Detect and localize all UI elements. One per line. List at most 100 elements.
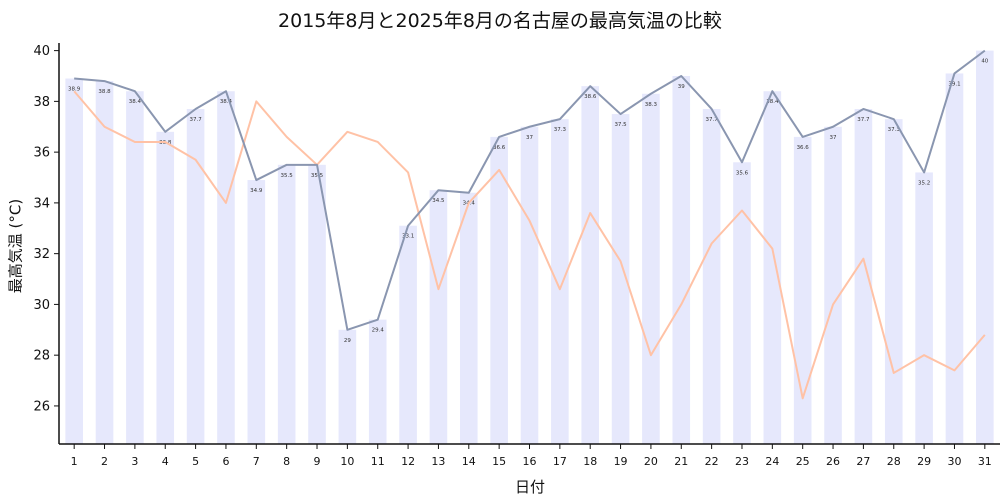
x-tick-label: 28: [887, 455, 901, 468]
bar-value-label: 38.9: [68, 87, 81, 93]
y-tick-label: 40: [33, 44, 50, 59]
x-tick-label: 4: [162, 455, 169, 468]
bar: [702, 108, 721, 445]
bar: [793, 136, 812, 444]
x-axis-label: 日付: [514, 478, 546, 496]
x-tick-label: 2: [101, 455, 108, 468]
bar-value-label: 35.5: [311, 173, 324, 179]
x-tick-label: 5: [192, 455, 199, 468]
bar: [459, 192, 478, 444]
x-tick-label: 20: [644, 455, 658, 468]
x-tick-label: 7: [253, 455, 260, 468]
x-tick-label: 13: [431, 455, 445, 468]
x-tick-label: 6: [222, 455, 229, 468]
x-tick-label: 14: [462, 455, 476, 468]
bar: [763, 91, 782, 444]
bar: [824, 126, 842, 444]
bar-value-label: 37.3: [888, 127, 901, 133]
y-tick-label: 30: [33, 298, 50, 313]
bar-value-label: 37.7: [857, 117, 870, 123]
bar-value-label: 35.2: [918, 180, 930, 186]
bar-value-label: 37.7: [189, 117, 202, 123]
x-tick-label: 8: [283, 455, 290, 468]
bar: [186, 108, 205, 445]
bar-value-label: 39.1: [948, 81, 960, 87]
bar: [156, 131, 175, 445]
x-tick-label: 10: [340, 455, 354, 468]
bar-value-label: 38.6: [584, 94, 597, 100]
bar-value-label: 38.4: [129, 99, 142, 105]
bar: [277, 164, 296, 444]
bar-value-label: 36.6: [797, 145, 810, 151]
y-tick-label: 26: [33, 399, 50, 414]
x-tick-label: 23: [735, 455, 749, 468]
x-tick-label: 19: [614, 455, 628, 468]
bar-value-label: 37: [526, 135, 533, 141]
bar: [884, 119, 903, 444]
bar-value-label: 37.5: [614, 122, 627, 128]
bar-value-label: 39: [678, 84, 685, 90]
x-tick-label: 17: [553, 455, 567, 468]
bar: [581, 86, 600, 444]
x-tick-label: 24: [765, 455, 779, 468]
bar: [642, 93, 660, 444]
bar-value-label: 34.9: [250, 188, 263, 194]
bar: [915, 172, 933, 444]
bar: [976, 50, 994, 444]
bar-value-label: 40: [981, 59, 988, 65]
series-line-2015: [74, 49, 986, 331]
bar: [945, 73, 964, 445]
y-tick-label: 34: [33, 196, 50, 211]
x-tick-label: 3: [131, 455, 138, 468]
bar: [399, 225, 417, 444]
x-tick-label: 26: [826, 455, 840, 468]
bar: [733, 162, 751, 445]
bar-value-label: 29: [344, 338, 351, 344]
bar: [95, 81, 114, 445]
chart-title: 2015年8月と2025年8月の名古屋の最高気温の比較: [278, 10, 722, 32]
x-tick-label: 25: [796, 455, 810, 468]
y-tick-label: 32: [33, 247, 50, 262]
x-tick-label: 15: [492, 455, 506, 468]
bar-value-label: 35.5: [281, 173, 294, 179]
bar-value-label: 36.6: [493, 145, 506, 151]
y-tick-label: 36: [33, 146, 50, 161]
x-tick-label: 21: [674, 455, 688, 468]
x-tick-label: 9: [314, 455, 321, 468]
bar-value-label: 38.3: [645, 102, 658, 108]
x-tick-label: 11: [371, 455, 385, 468]
x-tick-label: 27: [856, 455, 870, 468]
bar: [217, 91, 235, 444]
bar: [338, 329, 357, 444]
bar-value-label: 33.1: [402, 234, 414, 240]
bar-value-label: 29.4: [372, 328, 385, 334]
x-tick-label: 12: [401, 455, 415, 468]
bar: [126, 91, 144, 444]
bar: [672, 75, 691, 445]
x-tick-label: 1: [71, 455, 78, 468]
x-tick-label: 29: [917, 455, 931, 468]
bar: [520, 126, 539, 444]
bar: [611, 114, 630, 444]
bar: [308, 164, 326, 444]
bar: [65, 78, 83, 444]
y-tick-label: 38: [33, 95, 50, 110]
series-line-2025: [73, 90, 986, 400]
x-tick-label: 30: [947, 455, 961, 468]
bar-value-label: 37.7: [706, 117, 719, 123]
bar-value-label: 38.4: [766, 99, 779, 105]
y-tick-label: 28: [33, 349, 50, 364]
bar-value-label: 38.4: [220, 99, 233, 105]
x-tick-label: 18: [583, 455, 597, 468]
bar-value-label: 35.6: [736, 170, 749, 176]
bar-value-label: 37.3: [554, 127, 567, 133]
x-tick-label: 31: [978, 455, 992, 468]
bar-value-label: 38.8: [98, 89, 111, 95]
bar-value-label: 37: [830, 135, 837, 141]
bar: [247, 180, 266, 444]
bar: [368, 319, 387, 444]
bar: [854, 108, 873, 445]
bar: [551, 119, 569, 444]
